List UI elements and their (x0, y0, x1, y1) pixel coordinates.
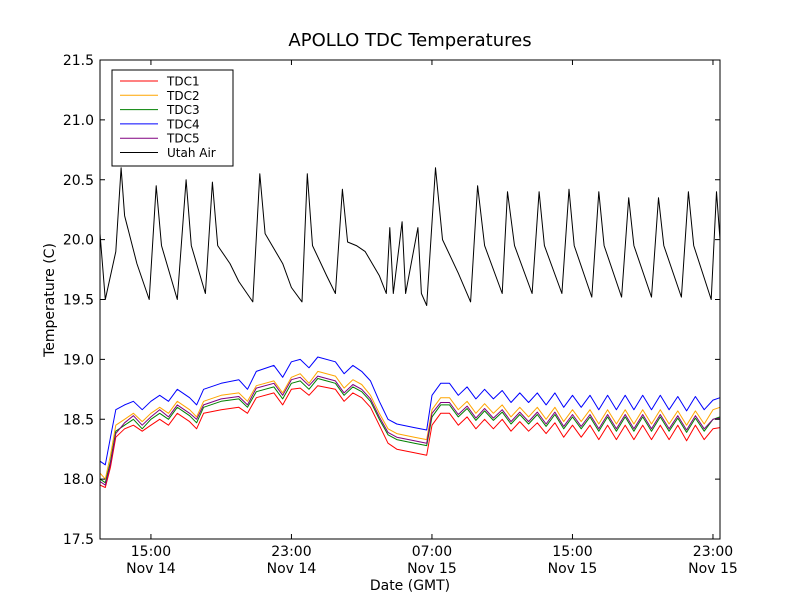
tick-layer: 17.5 18.0 18.5 19.0 19.5 20.0 20.5 21.0 21.5 15:0… (63, 53, 738, 577)
x-axis-label: Date (GMT) (370, 578, 450, 594)
legend-label: Utah Air (167, 146, 216, 160)
x-tick-date-label: Nov 14 (267, 561, 317, 577)
x-tick-date-label: Nov 14 (126, 561, 176, 577)
series-line-tdc5 (99, 375, 721, 486)
x-tick-date-label: Nov 15 (407, 561, 457, 577)
x-tick-time-label: 07:00 (412, 544, 452, 560)
y-tick-label: 18.5 (63, 412, 94, 428)
legend-label: TDC3 (166, 103, 200, 117)
y-tick-label: 20.0 (63, 233, 94, 249)
x-tick-date-label: Nov 15 (688, 561, 738, 577)
y-tick-label: 18.0 (63, 472, 94, 488)
legend-box (111, 69, 234, 167)
x-tick-time-label: 23:00 (271, 544, 311, 560)
series-line-tdc1 (99, 385, 721, 488)
y-tick-label: 19.5 (63, 293, 94, 309)
chart-title: APOLLO TDC Temperatures (288, 30, 531, 51)
series-line-tdc2 (99, 370, 721, 480)
y-tick-label: 21.5 (63, 53, 94, 69)
x-tick-time-label: 23:00 (693, 544, 733, 560)
series-layer (99, 167, 721, 488)
legend-label: TDC1 (166, 75, 200, 89)
legend-label: TDC4 (166, 117, 200, 131)
y-tick-label: 17.5 (63, 532, 94, 548)
y-tick-label: 20.5 (63, 173, 94, 189)
x-tick-time-label: 15:00 (131, 544, 171, 560)
legend-label: TDC2 (166, 89, 200, 103)
legend-label: TDC5 (166, 132, 200, 146)
series-line-tdc3 (99, 378, 721, 484)
y-tick-label: 21.0 (63, 113, 94, 129)
y-axis-label: Temperature (C) (42, 243, 58, 358)
series-line-tdc4 (99, 356, 721, 466)
x-tick-time-label: 15:00 (552, 544, 592, 560)
y-tick-label: 19.0 (63, 352, 94, 368)
series-line-utah-air (99, 167, 721, 306)
x-tick-date-label: Nov 15 (548, 561, 598, 577)
